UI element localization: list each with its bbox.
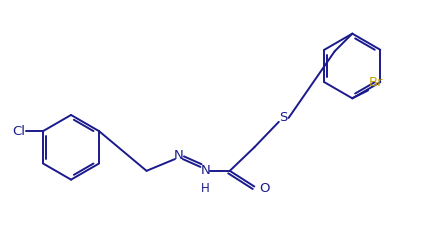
Text: H: H <box>201 182 209 195</box>
Text: Br: Br <box>369 76 384 89</box>
Text: N: N <box>174 149 184 162</box>
Text: O: O <box>259 182 270 195</box>
Text: N: N <box>201 164 210 177</box>
Text: S: S <box>280 111 288 124</box>
Text: Cl: Cl <box>12 125 26 138</box>
